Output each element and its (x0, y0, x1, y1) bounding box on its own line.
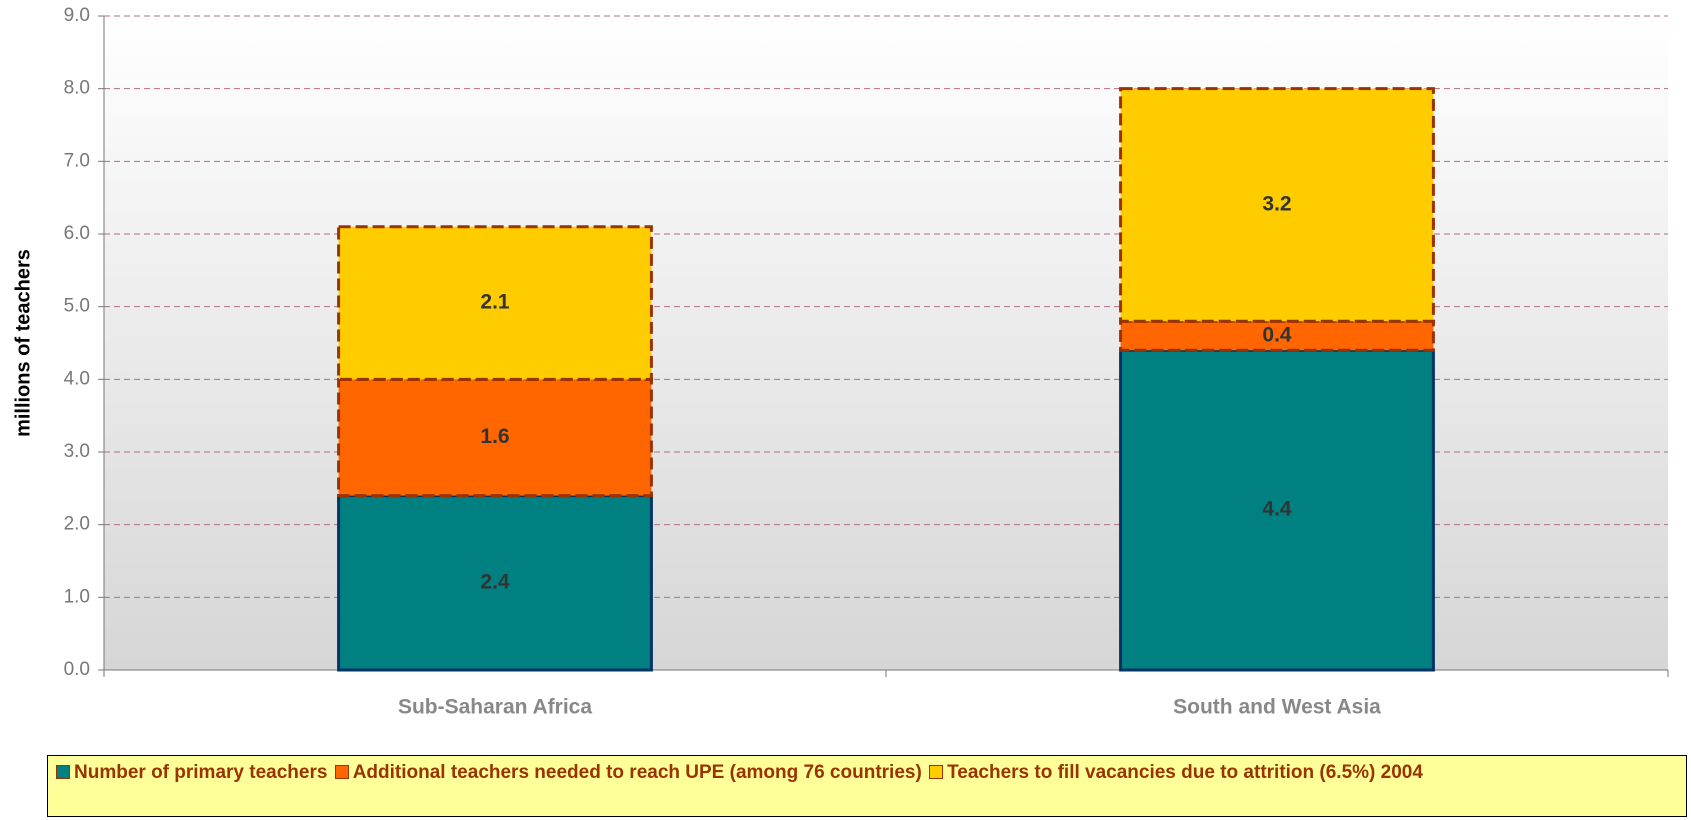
legend-item: Additional teachers needed to reach UPE … (333, 762, 922, 783)
y-tick-label: 3.0 (64, 441, 90, 462)
bar-segment (1119, 348, 1435, 672)
y-tick-label: 1.0 (64, 586, 90, 607)
legend-label: Additional teachers needed to reach UPE … (352, 762, 922, 783)
data-label: 4.4 (1262, 498, 1292, 521)
data-label: 0.4 (1262, 323, 1292, 346)
x-tick-label: Sub-Saharan Africa (398, 696, 592, 719)
legend-swatch (334, 765, 349, 779)
legend: Number of primary teachers Additional te… (47, 755, 1687, 817)
data-label: 2.1 (480, 291, 510, 314)
legend-swatch (56, 765, 70, 779)
legend-item: Number of primary teachers (54, 762, 327, 783)
y-tick-label: 8.0 (64, 78, 90, 99)
x-tick-label: South and West Asia (1173, 696, 1381, 719)
legend-swatch (929, 765, 944, 779)
y-tick-label: 7.0 (64, 150, 90, 171)
chart: millions of teachers 0.0 1.0 2.0 3.0 4.0 5.0 6… (12, 5, 1669, 719)
data-label: 3.2 (1262, 192, 1291, 215)
bar-segment (337, 225, 653, 381)
y-axis-label: millions of teachers (12, 249, 34, 437)
y-tick-label: 2.0 (64, 514, 90, 535)
legend-label: Teachers to fill vacancies due to attrit… (947, 762, 1423, 783)
y-tick-label: 5.0 (64, 296, 90, 317)
legend-item: Teachers to fill vacancies due to attrit… (927, 762, 1423, 783)
y-tick-label: 6.0 (64, 223, 90, 244)
y-tick-label: 0.0 (64, 659, 90, 680)
y-tick-label: 4.0 (64, 368, 90, 389)
bar-segment (337, 494, 653, 672)
data-label: 1.6 (480, 425, 509, 448)
y-tick-label: 9.0 (64, 5, 90, 26)
bar-segment (1119, 87, 1435, 323)
data-label: 2.4 (480, 570, 510, 593)
legend-label: Number of primary teachers (74, 762, 328, 783)
